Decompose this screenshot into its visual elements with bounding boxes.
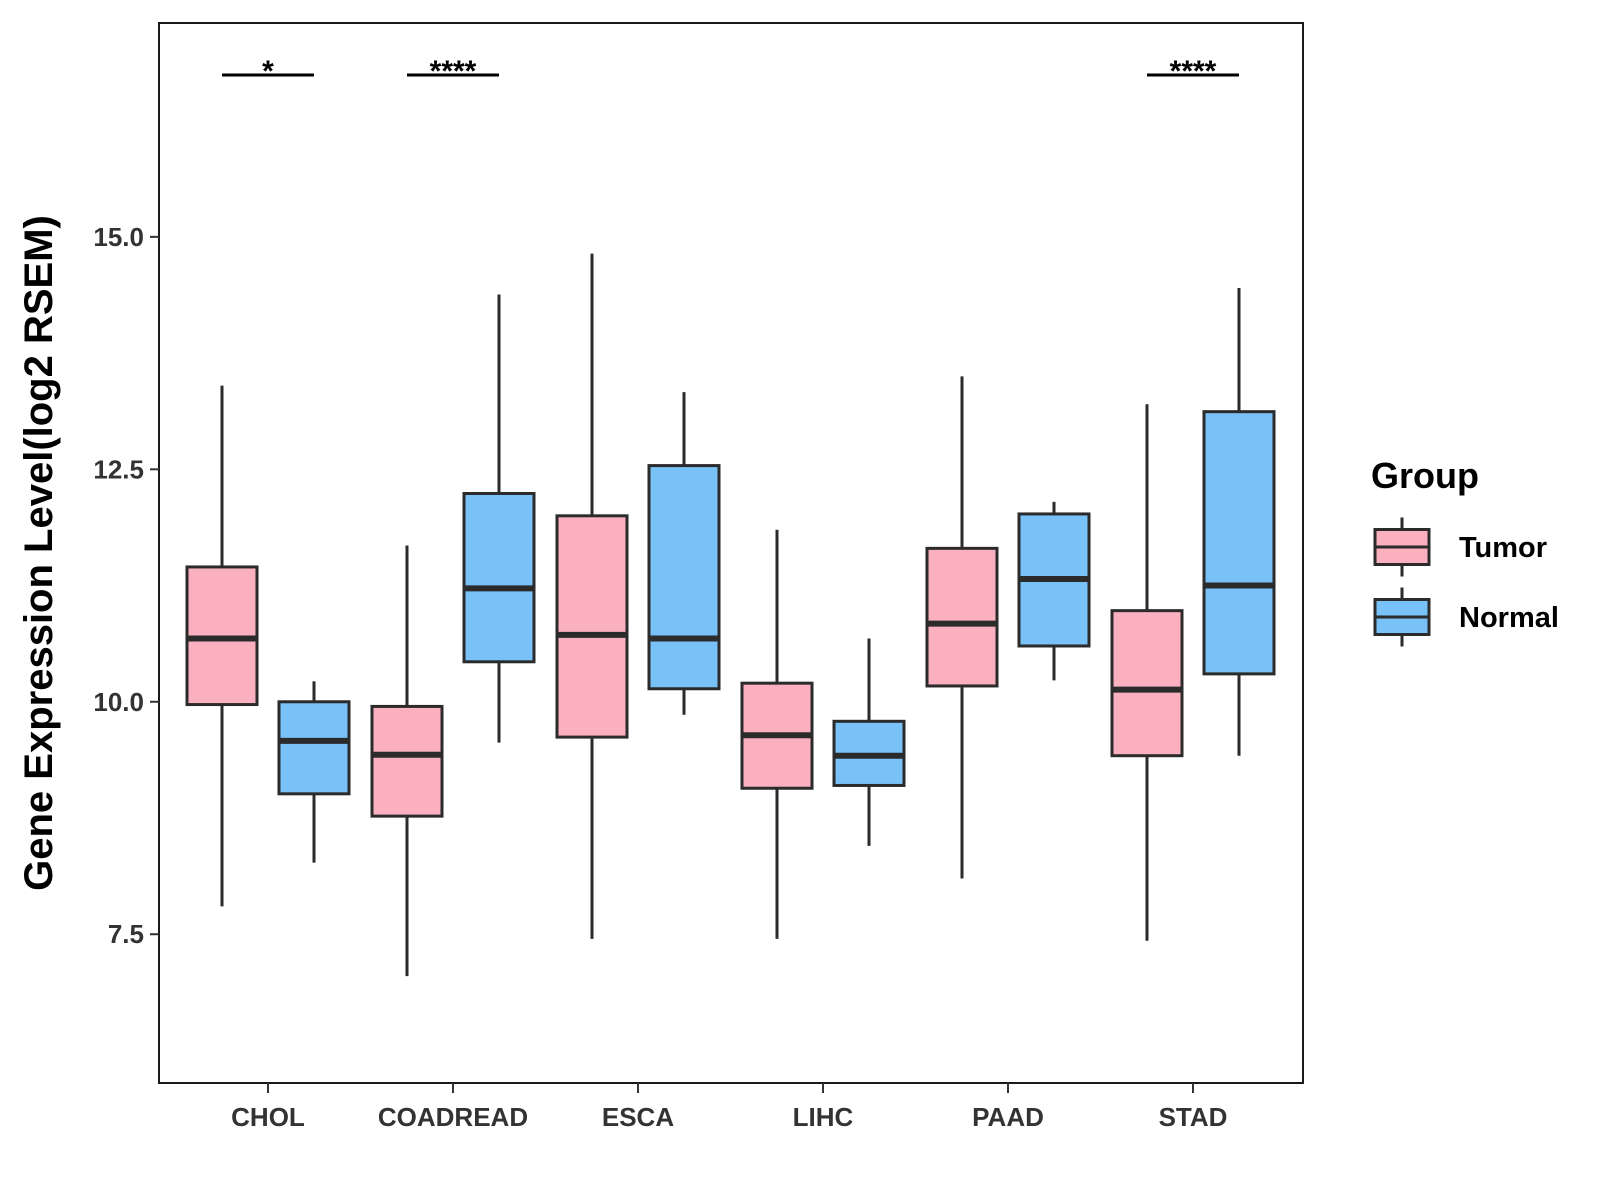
box-body — [462, 491, 536, 664]
box-body — [925, 546, 999, 688]
y-tick-label: 15.0 — [93, 222, 144, 252]
box-normal-paad — [1017, 501, 1091, 681]
x-axis: CHOL COADREAD ESCA LIHC PAAD STAD — [231, 1083, 1227, 1132]
box-normal-esca — [647, 392, 721, 715]
box-tumor-stad — [1110, 404, 1184, 941]
x-tick-label: CHOL — [231, 1102, 305, 1132]
box-tumor-lihc — [740, 529, 814, 939]
x-tick-label: STAD — [1159, 1102, 1228, 1132]
legend: Group Tumor Normal — [1371, 455, 1559, 647]
legend-label-tumor: Tumor — [1459, 532, 1547, 564]
box-normal-coadread — [462, 294, 536, 743]
box-tumor-chol — [185, 385, 259, 907]
plot-panel-border — [158, 22, 1304, 1084]
box-tumor-esca — [555, 253, 629, 939]
significance-label-coadread: **** — [430, 55, 477, 88]
legend-label-normal: Normal — [1459, 602, 1559, 634]
box-body — [555, 514, 629, 739]
box-tumor-paad — [925, 376, 999, 879]
legend-title: Group — [1371, 455, 1479, 496]
y-tick-label: 10.0 — [93, 687, 144, 717]
x-tick-label: LIHC — [793, 1102, 854, 1132]
box-body — [370, 704, 444, 818]
box-normal-lihc — [832, 638, 906, 846]
box-body — [647, 464, 721, 691]
legend-item-normal: Normal — [1373, 587, 1559, 647]
x-tick-label: PAAD — [972, 1102, 1044, 1132]
legend-item-tumor: Tumor — [1373, 517, 1547, 577]
significance-annotations: * **** **** — [222, 55, 1239, 88]
y-axis: 7.5 10.0 12.5 15.0 — [93, 222, 159, 949]
box-body — [277, 700, 351, 796]
y-tick-label: 7.5 — [108, 919, 144, 949]
chart-marks — [185, 253, 1276, 977]
significance-label-stad: **** — [1170, 55, 1217, 88]
box-body — [1202, 410, 1276, 676]
box-normal-chol — [277, 681, 351, 863]
y-tick-label: 12.5 — [93, 454, 144, 484]
box-normal-stad — [1202, 288, 1276, 756]
x-tick-label: ESCA — [602, 1102, 674, 1132]
box-body — [1110, 609, 1184, 758]
y-axis-title: Gene Expression Level(log2 RSEM) — [17, 215, 61, 891]
significance-label-chol: * — [262, 55, 274, 88]
x-tick-label: COADREAD — [378, 1102, 528, 1132]
box-tumor-coadread — [370, 545, 444, 977]
